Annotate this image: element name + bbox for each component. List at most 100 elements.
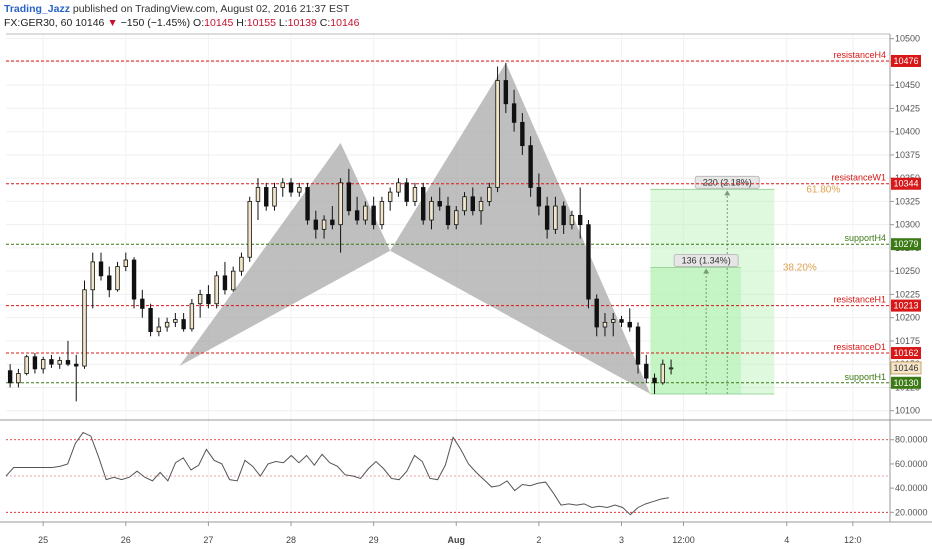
candle-down xyxy=(619,319,624,323)
price-tick-label: 10250 xyxy=(895,266,920,276)
candle-up xyxy=(115,266,120,291)
candle-down xyxy=(371,205,376,226)
candle-down xyxy=(652,377,657,384)
level-price-tag-supportH1 xyxy=(891,376,921,389)
price-tick-label: 10425 xyxy=(895,103,920,113)
candle-up xyxy=(90,261,95,291)
candle-down xyxy=(74,363,79,367)
price-tick-label: 10225 xyxy=(895,289,920,299)
fib-label-618: 61.80% xyxy=(806,184,840,195)
time-tick-label: 4 xyxy=(784,535,789,545)
candle-down xyxy=(421,187,426,221)
candle-up xyxy=(478,201,484,212)
candle-down xyxy=(264,187,269,207)
candle-up xyxy=(454,210,459,226)
price-tick-label: 10200 xyxy=(895,313,920,323)
rsi-tick-label: 40.0000 xyxy=(895,483,928,493)
price-tick-label: 10100 xyxy=(895,406,920,416)
candle-up xyxy=(57,360,62,365)
candle-up xyxy=(173,319,178,323)
level-name-resistanceW1: resistanceW1 xyxy=(831,173,886,183)
level-name-resistanceH1: resistanceH1 xyxy=(833,295,886,305)
candle-down xyxy=(354,210,360,221)
candle-up xyxy=(569,214,575,226)
candle-up xyxy=(189,303,195,330)
rsi-tick-label: 80.0000 xyxy=(895,435,928,445)
candle-up xyxy=(82,289,87,367)
candle-down xyxy=(131,259,137,300)
candle-up xyxy=(379,201,385,226)
level-price-label-resistanceH4: 10476 xyxy=(893,56,918,66)
candle-down xyxy=(65,360,71,365)
candle-down xyxy=(305,187,310,221)
candle-up xyxy=(272,187,277,207)
time-tick-label: 29 xyxy=(369,535,379,545)
candle-down xyxy=(577,214,583,226)
candle-down xyxy=(181,319,186,330)
level-price-tag-resistanceH4 xyxy=(891,54,921,67)
high-value: 10155 xyxy=(246,17,276,29)
level-price-label-resistanceW1: 10344 xyxy=(893,179,918,189)
candle-down xyxy=(528,145,533,188)
time-tick-label: 12:00 xyxy=(672,535,695,545)
candle-down xyxy=(536,187,542,207)
candle-up xyxy=(338,182,343,226)
published-info: published on TradingView.com, August 02,… xyxy=(72,3,350,15)
candle-down xyxy=(206,294,211,305)
candle-up xyxy=(602,321,608,328)
price-tick-label: 10325 xyxy=(895,196,920,206)
current-price-tag xyxy=(890,361,922,375)
level-name-supportH4: supportH4 xyxy=(844,233,886,243)
time-tick-label: 27 xyxy=(203,535,213,545)
level-price-tag-resistanceW1 xyxy=(891,177,921,190)
time-tick-label: 25 xyxy=(38,535,48,545)
candle-up xyxy=(239,256,244,272)
level-name-resistanceD1: resistanceD1 xyxy=(833,342,886,352)
price-change: −150 (−1.45%) xyxy=(120,17,191,29)
level-name-supportH1: supportH1 xyxy=(844,372,886,382)
price-tick-label: 10500 xyxy=(895,34,920,44)
candle-down xyxy=(586,224,591,300)
candle-down xyxy=(594,298,599,328)
candle-down xyxy=(148,307,153,333)
candle-down xyxy=(627,321,632,328)
price-tick-label: 10300 xyxy=(895,220,920,230)
projection-arrowhead-382 xyxy=(703,268,710,274)
candle-up xyxy=(255,187,261,202)
candle-up xyxy=(16,373,21,384)
candle-down xyxy=(288,182,294,193)
candle-down xyxy=(437,201,442,207)
author-link[interactable]: Trading_Jazz xyxy=(4,3,70,15)
candle-up xyxy=(412,187,418,202)
close-label: C: xyxy=(319,17,331,29)
candle-up xyxy=(387,191,393,202)
level-price-tag-resistanceD1 xyxy=(891,347,921,360)
rsi-tick-label: 60.0000 xyxy=(895,459,928,469)
pattern-triangle-xab xyxy=(179,142,391,367)
candle-down xyxy=(98,261,104,277)
candle-up xyxy=(611,319,616,323)
candle-up xyxy=(197,294,203,305)
candle-down xyxy=(503,80,509,105)
candle-up xyxy=(40,359,46,370)
candle-down xyxy=(445,205,451,226)
publication-line: Trading_Jazz published on TradingView.co… xyxy=(4,3,349,15)
candle-up xyxy=(24,356,29,374)
level-price-label-resistanceH1: 10213 xyxy=(893,301,918,311)
open-label: O: xyxy=(193,17,205,29)
projection-label-618: 220 (2.18%) xyxy=(703,177,752,187)
ohlc-line: FX:GER30, 60 10146 ▼ −150 (−1.45%) O:101… xyxy=(4,17,359,29)
level-price-tag-supportH4 xyxy=(891,238,921,251)
time-tick-label: 26 xyxy=(121,535,131,545)
candle-up xyxy=(487,187,492,202)
open-value: 10145 xyxy=(204,17,234,29)
projection-label-618-box xyxy=(694,175,760,189)
close-value: 10146 xyxy=(330,17,360,29)
level-price-tag-resistanceH1 xyxy=(891,299,921,312)
low-value: 10139 xyxy=(287,17,317,29)
candle-down xyxy=(544,205,550,230)
candle-up xyxy=(280,182,285,188)
candle-down xyxy=(635,326,641,365)
candle-up xyxy=(660,363,666,384)
